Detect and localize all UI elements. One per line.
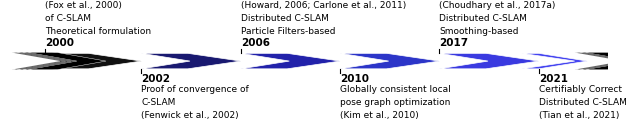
Polygon shape [45, 53, 141, 69]
Polygon shape [141, 53, 241, 69]
Text: 2000: 2000 [45, 38, 74, 49]
Text: (Fox et al., 2000): (Fox et al., 2000) [45, 1, 122, 10]
Polygon shape [575, 53, 640, 70]
Text: of C-SLAM: of C-SLAM [45, 14, 91, 23]
Text: 2006: 2006 [241, 38, 270, 49]
Polygon shape [580, 53, 640, 70]
Polygon shape [23, 53, 100, 70]
Text: (Kim et al., 2010): (Kim et al., 2010) [340, 111, 419, 121]
Text: 2010: 2010 [340, 74, 369, 84]
Polygon shape [12, 53, 90, 70]
Text: (Howard, 2006; Carlone et al., 2011): (Howard, 2006; Carlone et al., 2011) [241, 1, 406, 10]
Text: Theoretical formulation: Theoretical formulation [45, 27, 151, 36]
Text: pose graph optimization: pose graph optimization [340, 98, 451, 107]
Text: Distributed C-SLAM: Distributed C-SLAM [241, 14, 329, 23]
Polygon shape [440, 53, 539, 69]
Text: (Choudhary et al., 2017a): (Choudhary et al., 2017a) [440, 1, 556, 10]
Polygon shape [17, 53, 95, 70]
Polygon shape [522, 53, 588, 69]
Polygon shape [340, 53, 440, 69]
Text: 2017: 2017 [440, 38, 468, 49]
Text: 2002: 2002 [141, 74, 170, 84]
Polygon shape [586, 53, 640, 70]
Text: Certifiably Correct: Certifiably Correct [539, 85, 622, 94]
Polygon shape [28, 53, 106, 70]
Text: Globally consistent local: Globally consistent local [340, 85, 451, 94]
Text: C-SLAM: C-SLAM [141, 98, 176, 107]
Text: Particle Filters-based: Particle Filters-based [241, 27, 335, 36]
Text: Proof of convergence of: Proof of convergence of [141, 85, 249, 94]
Text: (Tian et al., 2021): (Tian et al., 2021) [539, 111, 619, 121]
Text: 2021: 2021 [539, 74, 568, 84]
Text: Distributed C-SLAM: Distributed C-SLAM [539, 98, 627, 107]
Text: Distributed C-SLAM: Distributed C-SLAM [440, 14, 527, 23]
Text: Smoothing-based: Smoothing-based [440, 27, 519, 36]
Text: (Fenwick et al., 2002): (Fenwick et al., 2002) [141, 111, 239, 121]
Polygon shape [241, 53, 340, 69]
